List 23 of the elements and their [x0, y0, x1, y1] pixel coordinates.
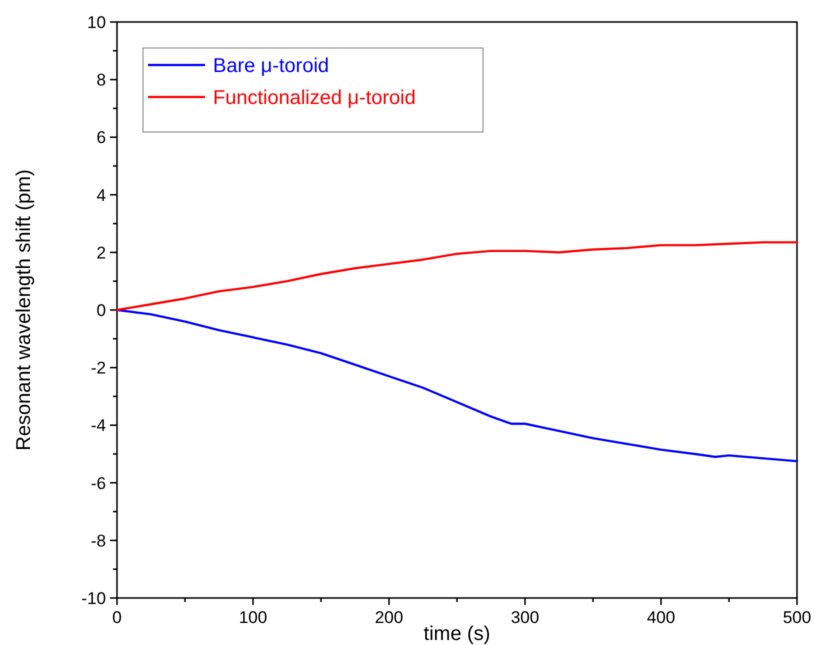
y-tick-label: 0 — [96, 300, 106, 320]
y-tick-label: -2 — [90, 358, 106, 378]
x-tick-label: 200 — [374, 608, 404, 627]
x-axis-title: time (s) — [424, 623, 490, 645]
x-tick-label: 300 — [510, 608, 540, 627]
x-tick-label: 0 — [112, 608, 122, 627]
y-tick-label: -10 — [81, 588, 106, 608]
y-tick-label: -4 — [90, 416, 106, 436]
y-tick-label: -6 — [90, 474, 106, 493]
line-series — [116, 241, 798, 312]
y-tick-label: 10 — [87, 12, 106, 32]
y-tick-label: 8 — [96, 70, 106, 90]
x-tick-label: 400 — [646, 608, 676, 627]
y-axis-title: Resonant wavelength shift (pm) — [13, 169, 35, 451]
y-tick-label: 4 — [96, 186, 106, 205]
y-tick-label: 2 — [96, 243, 106, 262]
x-tick-label: 500 — [782, 608, 812, 627]
y-tick-label: 6 — [96, 128, 106, 148]
x-tick-label: 100 — [238, 608, 268, 627]
line-series — [116, 308, 798, 462]
legend-label: Bare μ-toroid — [213, 55, 330, 77]
y-tick-label: -8 — [90, 531, 106, 550]
legend-label: Functionalized μ-toroid — [213, 87, 416, 109]
